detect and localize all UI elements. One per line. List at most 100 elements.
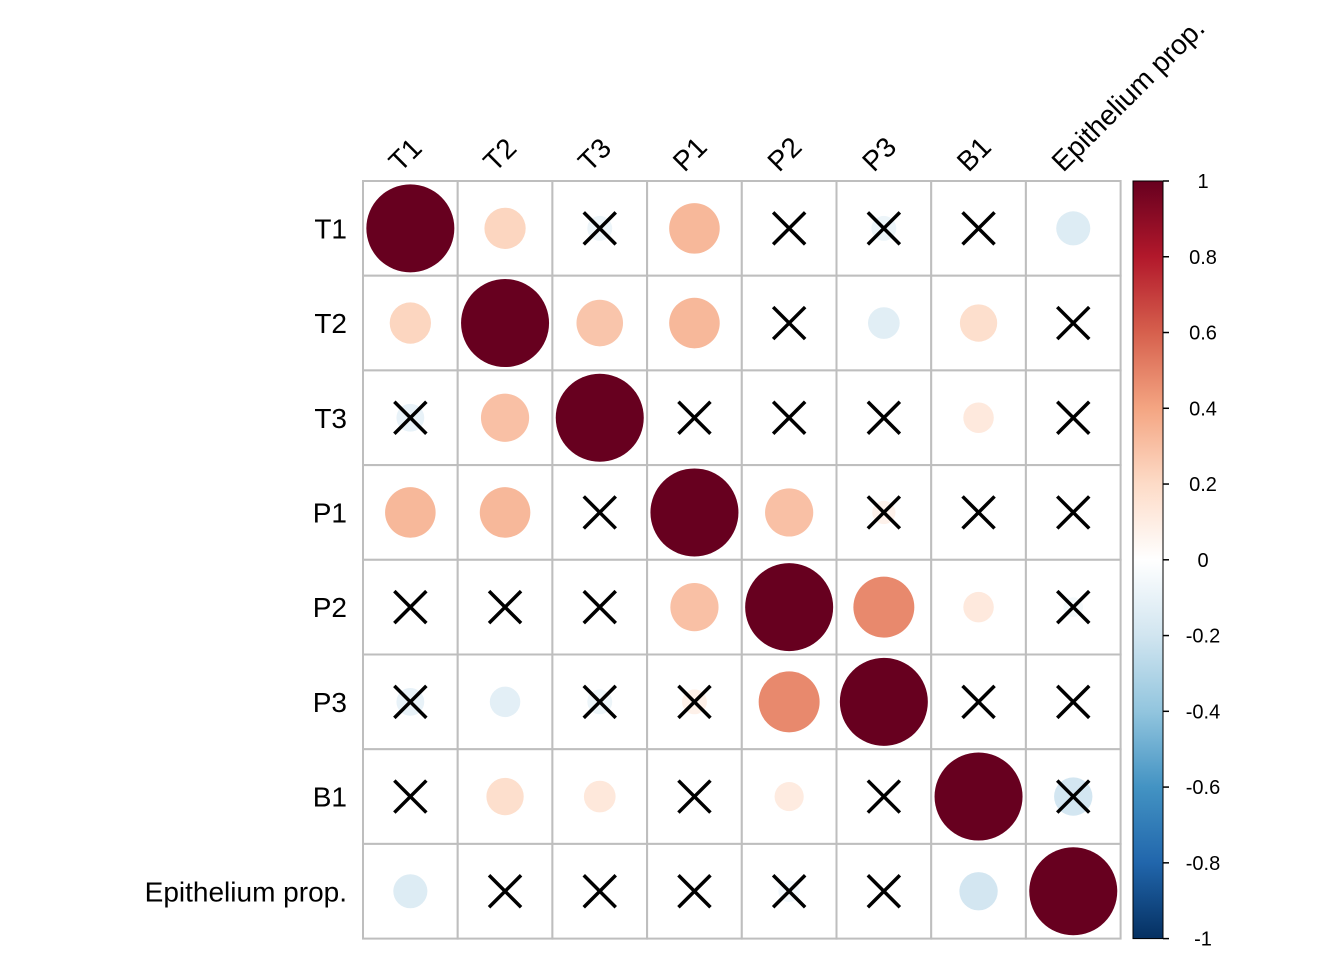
insignificant-cross-mark [866, 495, 902, 530]
cell [1024, 653, 1122, 751]
cell [835, 274, 933, 372]
colorbar-tick-label: 0.6 [1189, 323, 1217, 345]
insignificant-cross-mark [393, 400, 428, 435]
correlation-circle [839, 657, 928, 746]
column-labels: T1 T2 T3 P1 P2 P3 B1 Epithelium prop. [383, 12, 1211, 177]
correlation-circle [1056, 211, 1091, 246]
insignificant-cross-mark [393, 589, 428, 625]
correlation-circle [959, 872, 998, 911]
insignificant-cross-mark [582, 874, 617, 909]
colorbar-tick-label: 0.4 [1189, 398, 1217, 420]
cell [835, 748, 933, 845]
cell [456, 558, 554, 656]
insignificant-cross-mark [582, 211, 617, 246]
insignificant-cross-mark [1056, 495, 1091, 530]
colorbar-tick-label: -1 [1194, 929, 1212, 951]
cell [930, 748, 1027, 845]
colorbar-tick-label: -0.4 [1186, 701, 1220, 723]
insignificant-cross-mark [961, 495, 996, 530]
cell [456, 274, 554, 372]
insignificant-cross-mark [393, 684, 428, 720]
cell [362, 464, 459, 561]
correlation-circle [669, 297, 720, 349]
correlation-circle [670, 583, 719, 632]
cell [835, 558, 933, 656]
cell [456, 180, 554, 277]
insignificant-cross-mark [866, 874, 902, 909]
correlation-circle [934, 752, 1023, 841]
cell [740, 464, 838, 561]
cell [930, 842, 1027, 940]
insignificant-cross-mark [1056, 779, 1091, 814]
cell [740, 653, 838, 751]
correlation-circle [461, 279, 550, 368]
insignificant-cross-mark [1056, 400, 1091, 435]
insignificant-cross-mark [866, 400, 902, 435]
column-label: T1 [383, 132, 428, 177]
cell [551, 180, 649, 277]
cell [646, 748, 743, 845]
cell [930, 558, 1027, 656]
cell [1024, 748, 1122, 845]
cell [1024, 558, 1122, 656]
cell [740, 274, 838, 372]
insignificant-cross-mark [1056, 589, 1091, 625]
colorbar-tick-label: -0.6 [1186, 777, 1220, 799]
cell [362, 653, 459, 751]
insignificant-cross-mark [1056, 305, 1091, 341]
cell [456, 748, 554, 845]
cell [362, 558, 459, 656]
row-label: Epithelium prop. [145, 876, 347, 907]
colorbar-tick-label: -0.8 [1186, 853, 1220, 875]
column-label: T3 [572, 132, 617, 177]
matrix-cells [362, 180, 1122, 940]
cell [835, 180, 933, 277]
cell [835, 369, 933, 467]
correlation-circle [774, 781, 804, 812]
row-label: P2 [313, 592, 347, 623]
row-label: T3 [314, 403, 347, 434]
correlation-circle [385, 487, 436, 538]
insignificant-cross-mark [677, 874, 712, 909]
cell [646, 558, 743, 656]
cell [362, 748, 459, 845]
cell [362, 180, 459, 277]
cell [551, 558, 649, 656]
correlation-circle [576, 299, 624, 347]
cell [646, 842, 743, 940]
cell [1024, 464, 1122, 561]
colorbar-tick-label: -0.2 [1186, 626, 1220, 648]
column-label: P1 [667, 131, 713, 177]
correlation-circle [963, 591, 994, 623]
correlation-circle [765, 488, 814, 537]
insignificant-cross-mark [487, 589, 523, 625]
insignificant-cross-mark [771, 400, 807, 435]
insignificant-cross-mark [771, 211, 807, 246]
cell [362, 842, 459, 940]
cell [930, 180, 1027, 277]
cell [930, 274, 1027, 372]
cell [1024, 274, 1122, 372]
cell [362, 274, 459, 372]
cell [646, 274, 743, 372]
cell [646, 653, 743, 751]
cell [362, 369, 459, 467]
column-label: Epithelium prop. [1046, 12, 1211, 177]
correlation-circle [745, 563, 834, 652]
row-labels: T1 T2 T3 P1 P2 P3 B1 Epithelium prop. [145, 213, 347, 907]
cell [646, 369, 743, 467]
colorbar-tick-label: 0.8 [1189, 247, 1217, 269]
colorbar-gradient [1132, 180, 1164, 940]
cell [456, 464, 554, 561]
correlation-circle [583, 780, 616, 813]
correlation-circle [963, 402, 994, 433]
column-label: B1 [951, 131, 997, 177]
correlation-circle [853, 576, 915, 638]
correlation-circle [650, 468, 739, 557]
insignificant-cross-mark [677, 400, 712, 435]
correlation-circle [393, 874, 428, 909]
cell [551, 842, 649, 940]
cell [740, 369, 838, 467]
cell [930, 653, 1027, 751]
